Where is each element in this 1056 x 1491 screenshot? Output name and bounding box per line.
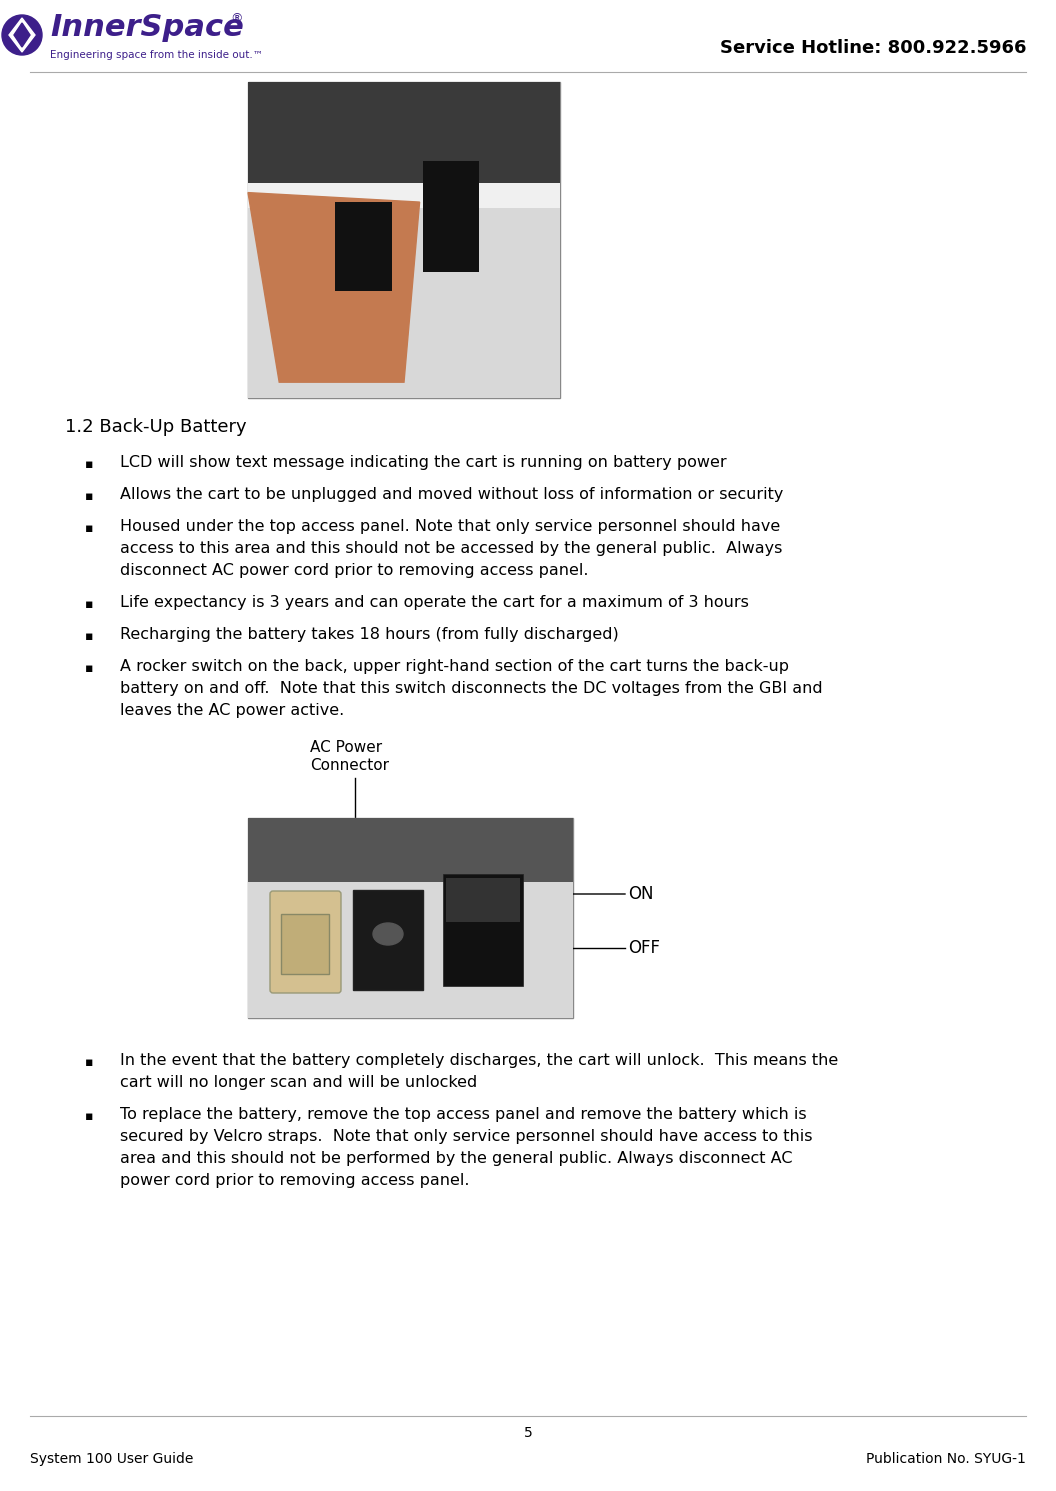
Bar [248,203,560,398]
Text: leaves the AC power active.: leaves the AC power active. [120,702,344,719]
Text: area and this should not be performed by the general public. Always disconnect A: area and this should not be performed by… [120,1151,792,1166]
Bar [281,914,329,974]
Text: battery on and off.  Note that this switch disconnects the DC voltages from the : battery on and off. Note that this switc… [120,681,823,696]
Text: access to this area and this should not be accessed by the general public.  Alwa: access to this area and this should not … [120,541,782,556]
Text: 1.2 Back-Up Battery: 1.2 Back-Up Battery [65,417,247,435]
Text: Life expectancy is 3 years and can operate the cart for a maximum of 3 hours: Life expectancy is 3 years and can opera… [120,595,749,610]
Text: In the event that the battery completely discharges, the cart will unlock.  This: In the event that the battery completely… [120,1053,838,1068]
Polygon shape [14,22,30,48]
Text: Housed under the top access panel. Note that only service personnel should have: Housed under the top access panel. Note … [120,519,780,534]
Bar [446,878,520,921]
FancyBboxPatch shape [270,892,341,993]
Text: ▪: ▪ [84,1109,94,1123]
Bar [248,819,573,883]
Text: ▪: ▪ [84,458,94,471]
Bar [444,874,523,986]
Text: Engineering space from the inside out.™: Engineering space from the inside out.™ [50,51,263,60]
Text: InnerSpace: InnerSpace [50,13,244,43]
Bar [336,203,392,291]
Ellipse shape [373,923,403,945]
Text: Connector: Connector [310,757,389,772]
Bar [353,890,423,990]
Text: secured by Velcro straps.  Note that only service personnel should have access t: secured by Velcro straps. Note that only… [120,1129,812,1144]
Text: ON: ON [628,886,654,904]
Text: ▪: ▪ [84,491,94,502]
Text: disconnect AC power cord prior to removing access panel.: disconnect AC power cord prior to removi… [120,564,588,579]
Bar [422,161,478,271]
Text: ®: ® [230,12,243,25]
Text: AC Power: AC Power [310,740,382,754]
Text: Allows the cart to be unplugged and moved without loss of information or securit: Allows the cart to be unplugged and move… [120,488,784,502]
Text: power cord prior to removing access panel.: power cord prior to removing access pane… [120,1173,470,1188]
Text: ▪: ▪ [84,598,94,611]
Text: To replace the battery, remove the top access panel and remove the battery which: To replace the battery, remove the top a… [120,1106,807,1123]
Text: Publication No. SYUG-1: Publication No. SYUG-1 [866,1452,1026,1466]
Bar [248,819,573,1018]
Text: 5: 5 [524,1425,532,1440]
Text: ▪: ▪ [84,631,94,643]
Text: Service Hotline: 800.922.5966: Service Hotline: 800.922.5966 [719,39,1026,57]
Text: ▪: ▪ [84,662,94,675]
Polygon shape [10,18,35,52]
Text: OFF: OFF [628,939,660,957]
Text: cart will no longer scan and will be unlocked: cart will no longer scan and will be unl… [120,1075,477,1090]
Text: Recharging the battery takes 18 hours (from fully discharged): Recharging the battery takes 18 hours (f… [120,628,619,643]
Text: ▪: ▪ [84,522,94,535]
Text: LCD will show text message indicating the cart is running on battery power: LCD will show text message indicating th… [120,455,727,470]
Text: A rocker switch on the back, upper right-hand section of the cart turns the back: A rocker switch on the back, upper right… [120,659,789,674]
Polygon shape [248,192,419,382]
Text: System 100 User Guide: System 100 User Guide [30,1452,193,1466]
Circle shape [2,15,42,55]
Bar [248,82,560,398]
Bar [248,883,573,1018]
Text: ▪: ▪ [84,1056,94,1069]
Bar [248,183,560,209]
Bar [248,82,560,203]
